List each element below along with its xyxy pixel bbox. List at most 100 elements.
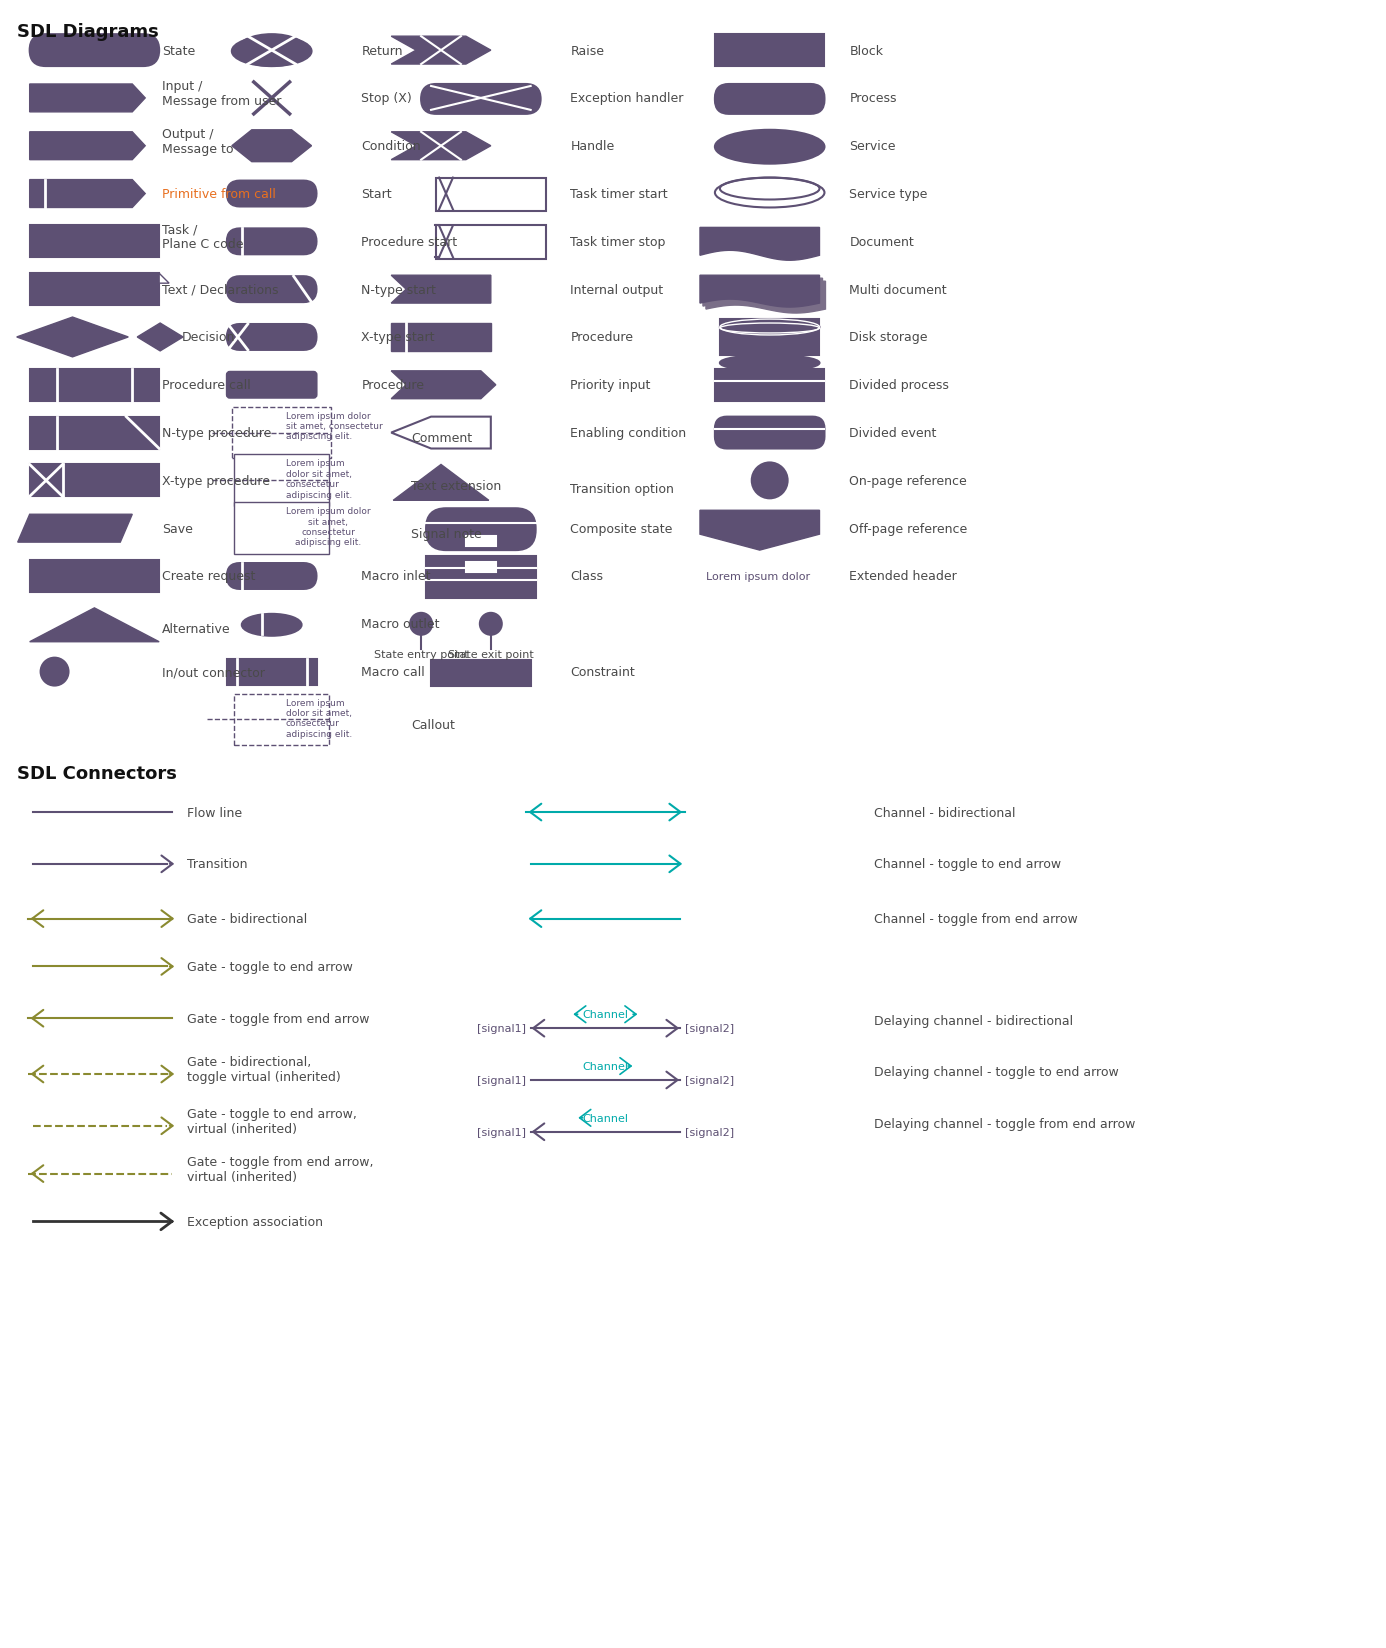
Text: Procedure: Procedure: [571, 331, 633, 344]
Text: Gate - bidirectional,
toggle virtual (inherited): Gate - bidirectional, toggle virtual (in…: [187, 1055, 341, 1083]
Text: Service type: Service type: [850, 188, 927, 201]
FancyBboxPatch shape: [715, 86, 825, 115]
Text: Constraint: Constraint: [571, 666, 635, 679]
FancyBboxPatch shape: [29, 35, 159, 68]
FancyBboxPatch shape: [227, 277, 316, 303]
Circle shape: [480, 613, 502, 636]
Ellipse shape: [237, 35, 306, 68]
Text: [signal2]: [signal2]: [685, 1127, 735, 1137]
Text: Input /
Message from user: Input / Message from user: [162, 79, 281, 107]
Text: Start: Start: [362, 188, 392, 201]
Text: Raise: Raise: [571, 44, 604, 58]
Bar: [29, 560, 159, 593]
Text: Multi document: Multi document: [850, 283, 947, 297]
Bar: [234, 455, 328, 508]
Polygon shape: [700, 229, 819, 260]
Text: Process: Process: [850, 92, 897, 105]
Text: Document: Document: [850, 236, 915, 249]
Text: Text / Declarations: Text / Declarations: [162, 283, 279, 297]
FancyBboxPatch shape: [227, 564, 316, 590]
Ellipse shape: [231, 38, 312, 68]
Text: Output /
Message to: Output / Message to: [162, 127, 234, 155]
Text: Primitive from call: Primitive from call: [162, 188, 276, 201]
Bar: [715, 35, 825, 68]
Text: Task /
Plane C code: Task / Plane C code: [162, 222, 244, 250]
Text: Return: Return: [362, 44, 403, 58]
Bar: [29, 369, 159, 402]
Text: Delaying channel - bidirectional: Delaying channel - bidirectional: [875, 1014, 1073, 1027]
Text: Text extension: Text extension: [412, 480, 502, 493]
Circle shape: [40, 658, 68, 686]
Bar: [29, 274, 159, 307]
Ellipse shape: [719, 320, 819, 336]
Text: Save: Save: [162, 522, 193, 536]
Polygon shape: [391, 133, 491, 160]
Polygon shape: [137, 323, 183, 351]
Bar: [466, 537, 496, 547]
Polygon shape: [231, 130, 312, 163]
Text: Enabling condition: Enabling condition: [571, 427, 686, 440]
Text: Priority input: Priority input: [571, 379, 651, 392]
Text: Channel: Channel: [582, 1010, 628, 1020]
Polygon shape: [18, 514, 132, 542]
Text: Procedure start: Procedure start: [362, 236, 457, 249]
Text: [signal2]: [signal2]: [685, 1023, 735, 1033]
Bar: [715, 369, 825, 402]
Polygon shape: [29, 133, 146, 160]
Text: Condition: Condition: [362, 140, 421, 153]
Text: Exception association: Exception association: [187, 1215, 323, 1228]
Circle shape: [751, 463, 787, 499]
Polygon shape: [391, 275, 491, 303]
Ellipse shape: [715, 130, 825, 165]
Text: Divided process: Divided process: [850, 379, 949, 392]
Text: Gate - toggle to end arrow: Gate - toggle to end arrow: [187, 961, 353, 974]
Text: Signal note: Signal note: [412, 527, 482, 541]
Circle shape: [410, 613, 432, 636]
Text: State entry point: State entry point: [374, 649, 468, 659]
Bar: [466, 562, 496, 572]
Bar: [431, 661, 531, 686]
Text: Transition: Transition: [187, 859, 248, 870]
Text: In/out connector: In/out connector: [162, 666, 265, 679]
Text: Handle: Handle: [571, 140, 615, 153]
Text: Block: Block: [850, 44, 883, 58]
Bar: [29, 465, 159, 498]
Text: SDL Diagrams: SDL Diagrams: [17, 23, 158, 41]
Text: Channel - toggle to end arrow: Channel - toggle to end arrow: [875, 859, 1062, 870]
Text: Gate - toggle from end arrow,
virtual (inherited): Gate - toggle from end arrow, virtual (i…: [187, 1155, 374, 1183]
Bar: [719, 320, 819, 356]
Polygon shape: [391, 371, 496, 399]
Text: Create request: Create request: [162, 570, 255, 583]
Bar: [29, 417, 159, 450]
Text: Transition option: Transition option: [571, 483, 675, 496]
Text: Off-page reference: Off-page reference: [850, 522, 967, 536]
Text: Comment: Comment: [412, 432, 473, 445]
Text: Procedure call: Procedure call: [162, 379, 251, 392]
Text: Procedure: Procedure: [362, 379, 424, 392]
Text: Decision: Decision: [182, 331, 236, 344]
Text: Macro outlet: Macro outlet: [362, 618, 439, 631]
Text: Composite state: Composite state: [571, 522, 672, 536]
Text: Callout: Callout: [412, 719, 455, 732]
Text: Lorem ipsum dolor
sit amet,
consectetur
adipiscing elit.: Lorem ipsum dolor sit amet, consectetur …: [286, 508, 371, 547]
Text: Lorem ipsum dolor: Lorem ipsum dolor: [705, 572, 809, 582]
Text: X-type start: X-type start: [362, 331, 435, 344]
Text: [signal2]: [signal2]: [685, 1074, 735, 1086]
Text: Service: Service: [850, 140, 895, 153]
Polygon shape: [29, 608, 159, 643]
Text: State exit point: State exit point: [448, 649, 534, 659]
Polygon shape: [394, 465, 489, 501]
Text: On-page reference: On-page reference: [850, 475, 967, 488]
Text: N-type start: N-type start: [362, 283, 437, 297]
Text: Lorem ipsum
dolor sit amet,
consectetur
adipiscing elit.: Lorem ipsum dolor sit amet, consectetur …: [286, 460, 352, 499]
FancyBboxPatch shape: [421, 86, 541, 115]
Text: X-type procedure: X-type procedure: [162, 475, 270, 488]
Text: Class: Class: [571, 570, 603, 583]
Text: [signal1]: [signal1]: [477, 1074, 525, 1086]
Text: Delaying channel - toggle from end arrow: Delaying channel - toggle from end arrow: [875, 1117, 1135, 1131]
Bar: [227, 659, 316, 686]
Text: Lorem ipsum dolor
sit amet, consectetur
adipiscing elit.: Lorem ipsum dolor sit amet, consectetur …: [286, 412, 383, 442]
Text: Task timer start: Task timer start: [571, 188, 668, 201]
Text: Channel: Channel: [582, 1112, 628, 1124]
Text: Channel - toggle from end arrow: Channel - toggle from end arrow: [875, 913, 1078, 926]
